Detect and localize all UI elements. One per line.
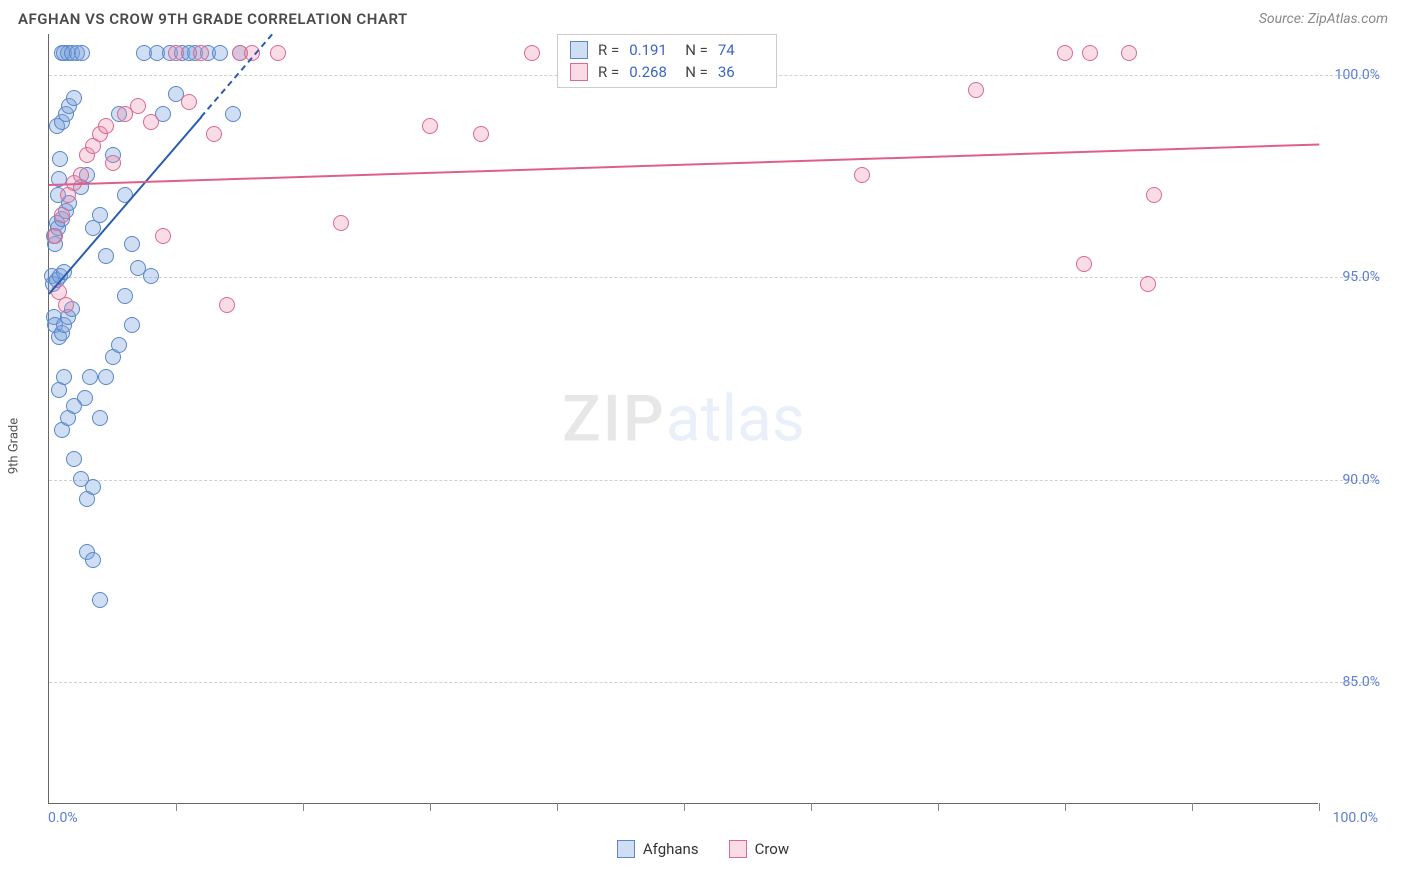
legend-label: Afghans [643, 840, 699, 858]
scatter-point [117, 187, 133, 203]
scatter-point [155, 228, 171, 244]
chart-header: AFGHAN VS CROW 9TH GRADE CORRELATION CHA… [0, 0, 1406, 34]
y-tick-label: 90.0% [1342, 472, 1380, 488]
legend-n-label: N = [685, 63, 708, 81]
legend-r-value: 0.191 [629, 41, 675, 59]
legend-swatch [570, 41, 588, 59]
legend-label: Crow [755, 840, 790, 858]
scatter-point [74, 45, 90, 61]
y-axis-label: 9th Grade [7, 418, 22, 474]
scatter-point [52, 151, 68, 167]
chart-area: 9th Grade ZIPatlas 100.0%95.0%90.0%85.0%… [18, 34, 1388, 858]
scatter-plot: ZIPatlas 100.0%95.0%90.0%85.0%R =0.191N … [48, 34, 1318, 804]
legend-swatch [570, 63, 588, 81]
scatter-point [206, 126, 222, 142]
scatter-point [66, 90, 82, 106]
scatter-point [143, 268, 159, 284]
y-tick-label: 85.0% [1342, 674, 1380, 690]
scatter-point [1057, 45, 1073, 61]
y-tick-label: 100.0% [1335, 67, 1380, 83]
scatter-point [124, 317, 140, 333]
legend-n-label: N = [685, 41, 708, 59]
gridline [49, 277, 1378, 278]
scatter-point [56, 369, 72, 385]
watermark-part1: ZIP [562, 381, 666, 456]
legend-n-value: 74 [718, 41, 764, 59]
x-axis-min-label: 0.0% [48, 810, 78, 826]
scatter-point [82, 369, 98, 385]
scatter-point [270, 45, 286, 61]
scatter-point [219, 297, 235, 313]
scatter-point [854, 167, 870, 183]
watermark: ZIPatlas [562, 381, 805, 456]
scatter-point [193, 45, 209, 61]
scatter-point [225, 106, 241, 122]
x-axis-max-label: 100.0% [1333, 810, 1378, 826]
gridline [49, 480, 1378, 481]
legend-stats-row: R = 0.191 N = 74 [558, 39, 776, 61]
scatter-point [1076, 256, 1092, 272]
scatter-point [473, 126, 489, 142]
legend-stats-row: R = 0.268 N = 36 [558, 61, 776, 83]
scatter-point [181, 94, 197, 110]
legend-r-label: R = [598, 63, 619, 81]
scatter-point [333, 215, 349, 231]
x-tick [1319, 803, 1320, 811]
scatter-point [73, 167, 89, 183]
scatter-point [85, 479, 101, 495]
scatter-point [968, 82, 984, 98]
scatter-point [66, 451, 82, 467]
scatter-point [92, 592, 108, 608]
trend-line [49, 143, 1319, 186]
chart-source: Source: ZipAtlas.com [1259, 11, 1388, 27]
legend-swatch [617, 840, 635, 858]
legend-n-value: 36 [718, 63, 764, 81]
legend-bottom: Afghans Crow [18, 840, 1388, 858]
scatter-point [1082, 45, 1098, 61]
x-axis-labels: 0.0% 100.0% [48, 804, 1318, 826]
scatter-point [47, 228, 63, 244]
scatter-point [85, 552, 101, 568]
gridline [49, 682, 1378, 683]
y-tick-label: 95.0% [1342, 269, 1380, 285]
legend-stats: R = 0.191 N = 74 R = 0.268 N = 36 [557, 34, 777, 88]
scatter-point [98, 248, 114, 264]
scatter-point [212, 45, 228, 61]
legend-r-label: R = [598, 41, 619, 59]
scatter-point [168, 45, 184, 61]
scatter-point [117, 288, 133, 304]
scatter-point [1146, 187, 1162, 203]
scatter-point [58, 297, 74, 313]
scatter-point [124, 236, 140, 252]
scatter-point [143, 114, 159, 130]
scatter-point [524, 45, 540, 61]
scatter-point [1140, 276, 1156, 292]
scatter-point [111, 337, 127, 353]
scatter-point [92, 410, 108, 426]
scatter-point [130, 98, 146, 114]
scatter-point [1121, 45, 1137, 61]
scatter-point [98, 369, 114, 385]
scatter-point [92, 207, 108, 223]
scatter-point [105, 155, 121, 171]
scatter-point [98, 118, 114, 134]
legend-item: Afghans [617, 840, 699, 858]
legend-item: Crow [729, 840, 790, 858]
watermark-part2: atlas [666, 381, 805, 456]
scatter-point [66, 398, 82, 414]
scatter-point [422, 118, 438, 134]
legend-swatch [729, 840, 747, 858]
chart-title: AFGHAN VS CROW 9TH GRADE CORRELATION CHA… [18, 10, 408, 28]
legend-r-value: 0.268 [629, 63, 675, 81]
scatter-point [54, 207, 70, 223]
